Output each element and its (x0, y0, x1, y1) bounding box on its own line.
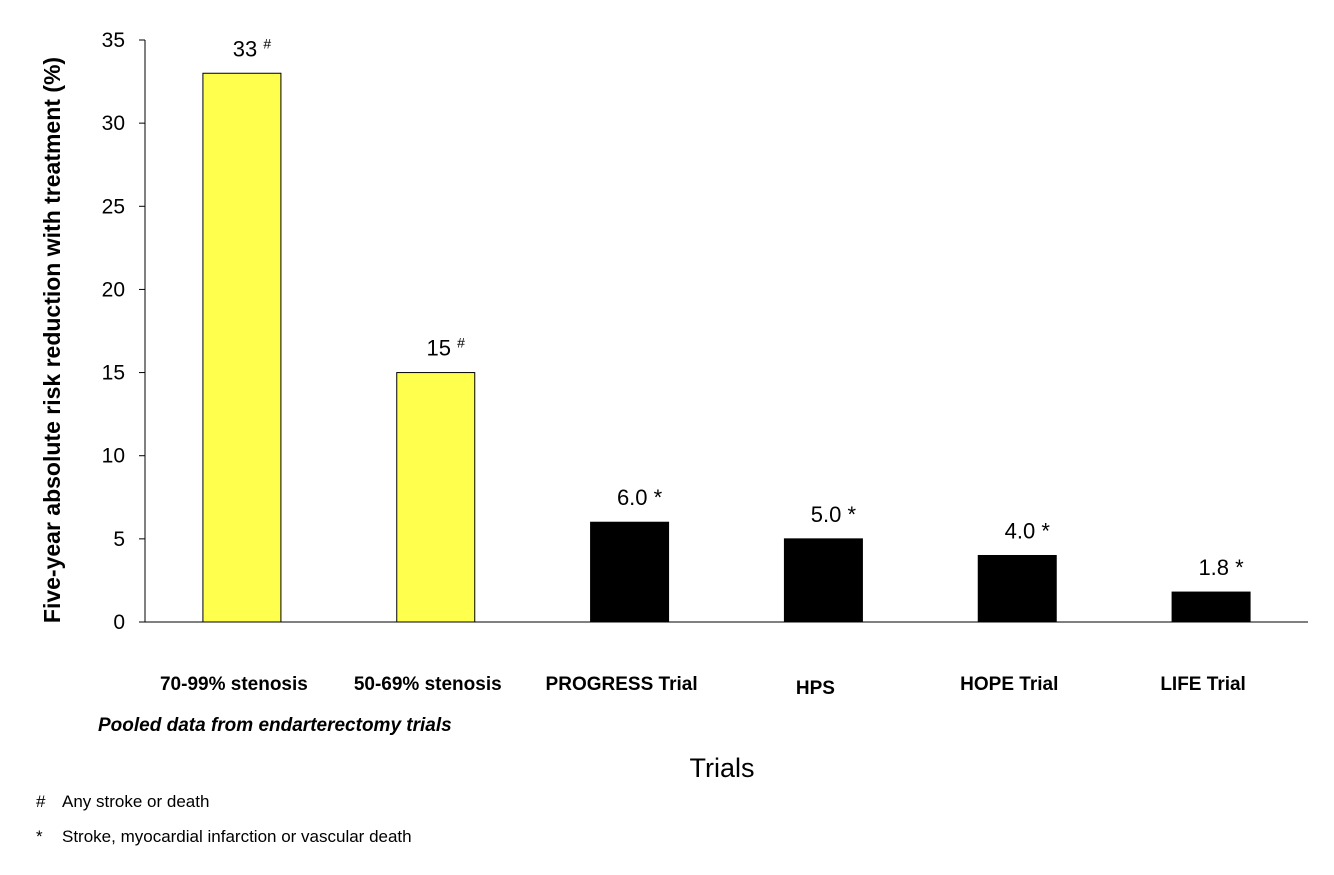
group-note: Pooled data from endarterectomy trials (98, 715, 452, 736)
y-tick-label: 35 (102, 29, 125, 52)
category-label: 70-99% stenosis (160, 674, 308, 695)
value-label: 4.0 * (1005, 518, 1051, 543)
value-label: 5.0 * (811, 502, 857, 527)
footnote-text: Stroke, myocardial infarction or vascula… (62, 827, 412, 846)
footnote-stroke-death: # Any stroke or death (36, 792, 209, 812)
category-labels: 70-99% stenosis 50-69% stenosis PROGRESS T… (160, 674, 1246, 699)
y-tick-label: 15 (102, 362, 125, 385)
y-tick-label: 5 (113, 528, 125, 551)
bar (1171, 591, 1251, 623)
value-label: 15 # (427, 335, 466, 361)
category-label: HPS (796, 678, 835, 699)
bar (396, 372, 476, 623)
x-axis-title: Trials (690, 753, 755, 783)
value-label: 1.8 * (1198, 555, 1244, 580)
value-label: 33 # (233, 35, 272, 61)
y-tick-label: 10 (102, 445, 125, 468)
footnote-symbol: * (36, 827, 43, 846)
footnote-vascular: * Stroke, myocardial infarction or vascul… (36, 827, 412, 847)
footnote-symbol: # (36, 792, 46, 811)
y-tick-label: 0 (113, 611, 125, 634)
value-label: 6.0 * (617, 485, 663, 510)
y-tick-label: 20 (102, 278, 125, 301)
bar (783, 538, 863, 623)
bars (202, 72, 1251, 623)
bar (202, 72, 282, 623)
category-label: 50-69% stenosis (354, 674, 502, 695)
category-label: HOPE Trial (960, 674, 1058, 695)
category-label: LIFE Trial (1160, 674, 1246, 695)
value-labels: 33 # 15 # 6.0 * 5.0 * 4.0 * 1.8 * (233, 35, 1244, 580)
bar (977, 554, 1057, 623)
y-axis-title: Five-year absolute risk reduction with t… (39, 57, 65, 623)
y-axis: 0 5 10 15 20 25 30 35 (102, 29, 1308, 634)
bar (590, 521, 670, 623)
footnote-text: Any stroke or death (62, 792, 210, 811)
category-label: PROGRESS Trial (546, 674, 698, 695)
y-tick-label: 30 (102, 112, 125, 135)
y-tick-label: 25 (102, 195, 125, 218)
